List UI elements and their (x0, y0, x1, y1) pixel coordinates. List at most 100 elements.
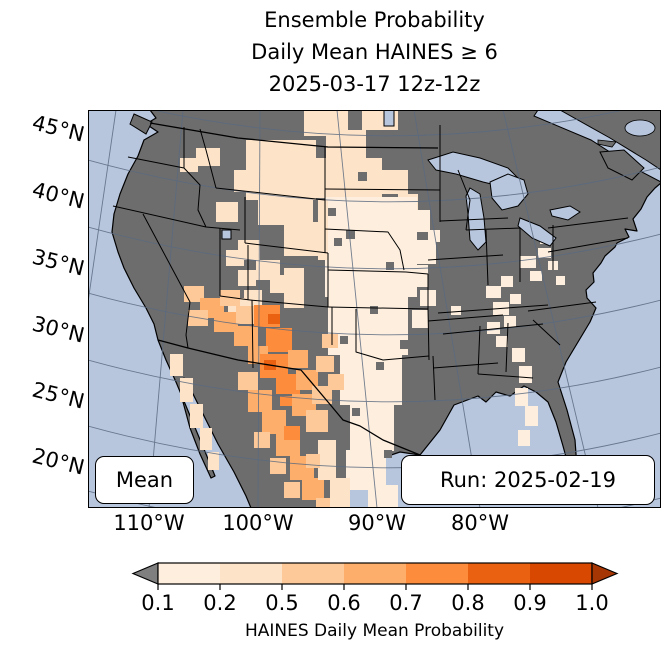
border-california-nevada (142, 213, 191, 349)
lat-tick-label: 45°N (29, 110, 87, 147)
lat-tick-label: 20°N (29, 443, 87, 480)
colorbar-label: HAINES Daily Mean Probability (244, 621, 505, 641)
colorbar-segment (406, 563, 468, 584)
probability-cell (556, 276, 565, 285)
parallel-40n (88, 226, 661, 270)
border-colorado (247, 245, 329, 308)
border-oregon-idaho (112, 167, 241, 231)
colorbar-body (131, 562, 619, 590)
title-line-3: 2025-03-17 12z-12z (268, 72, 481, 96)
probability-cell (316, 158, 382, 198)
probability-cell (170, 354, 183, 376)
parallel-35n (88, 292, 661, 336)
probability-cell (270, 458, 286, 474)
probability-map (88, 110, 661, 508)
colorbar-segment (158, 563, 220, 584)
nova-scotia (599, 149, 645, 181)
prince-edward-island (597, 139, 617, 148)
member-label-box: Mean (95, 456, 194, 504)
lon-tick-label: 90°W (348, 511, 406, 535)
great-lakes (221, 110, 581, 251)
probability-cell (504, 316, 516, 327)
probability-cell (190, 404, 203, 428)
probability-cell (368, 485, 398, 508)
probability-cell (412, 310, 428, 328)
probability-cell (304, 110, 348, 136)
probability-cell (519, 366, 532, 383)
probability-cell (318, 200, 328, 260)
colorbar-extension-low (131, 562, 159, 585)
colorbar (131, 562, 619, 590)
meridian-70w (502, 110, 599, 508)
probability-cell (208, 452, 219, 470)
probability-cell (406, 265, 428, 287)
probability-cell (280, 396, 292, 406)
run-label: Run: 2025-02-19 (439, 468, 617, 492)
state-borders (112, 122, 629, 456)
border-ok-ar (427, 308, 430, 361)
probability-cell (428, 230, 440, 242)
probability-cell (214, 312, 238, 332)
probability-cell (518, 430, 530, 446)
probability-cell (316, 356, 334, 372)
lake-ontario (549, 205, 581, 221)
probability-cell (346, 230, 355, 239)
probability-cell (408, 210, 430, 232)
border-mo-ar (427, 314, 504, 322)
lat-tick-label: 25°N (29, 377, 87, 414)
colorbar-tick-label: 0.6 (327, 591, 361, 615)
probability-cell (238, 270, 256, 286)
probability-cell (284, 222, 318, 256)
colorbar-segment (282, 563, 344, 584)
probability-cell (318, 440, 336, 480)
colorbar-tick-label: 1.0 (575, 591, 609, 615)
probability-cell (238, 372, 258, 390)
border-ar-la (432, 362, 499, 369)
probability-cell (328, 295, 408, 355)
great-salt-lake (221, 229, 232, 240)
border-oh-pa (547, 217, 629, 270)
meridian-80w (413, 110, 481, 508)
lon-tick-label: 80°W (451, 511, 509, 535)
lake-winnipeg (383, 110, 395, 127)
border-va-nc (527, 301, 597, 312)
probability-cell (284, 482, 300, 498)
border-nc-sc (532, 319, 561, 346)
probability-cell (384, 450, 392, 458)
border-tn-south (442, 323, 544, 335)
lat-tick-label: 40°N (29, 177, 87, 214)
probability-cell (530, 271, 542, 281)
border-tx-panhandle (331, 307, 430, 361)
probability-cell (340, 336, 348, 344)
colorbar-tick-label: 0.1 (141, 591, 175, 615)
probability-cell (520, 256, 536, 268)
mexico-border (157, 339, 421, 456)
border-idaho-montana (199, 128, 217, 189)
probability-cell (346, 450, 386, 490)
probability-cell (234, 170, 260, 192)
border-ga-fl (477, 373, 534, 379)
probability-cell (328, 374, 344, 390)
probability-cell (262, 410, 286, 434)
probability-cell (236, 306, 256, 324)
border-nd-sd (324, 188, 441, 191)
probability-cell (501, 276, 513, 287)
probability-cell (487, 322, 500, 334)
border-sd-ne (324, 228, 405, 271)
probability-cell (525, 406, 538, 426)
probability-cell (370, 306, 378, 314)
lon-tick-label: 100°W (222, 511, 294, 535)
parallel-25n (88, 425, 661, 469)
probability-cell (400, 340, 409, 349)
lake-huron (489, 173, 529, 211)
probability-cell (334, 238, 342, 246)
meridian-90w (336, 110, 378, 508)
probability-cell (180, 158, 198, 172)
border-wyoming (244, 197, 329, 254)
probability-cell (306, 410, 328, 432)
canada-border (149, 122, 439, 149)
border-utah-nevada (219, 228, 251, 301)
probability-cell (416, 240, 436, 264)
st-lawrence-water (624, 119, 656, 137)
